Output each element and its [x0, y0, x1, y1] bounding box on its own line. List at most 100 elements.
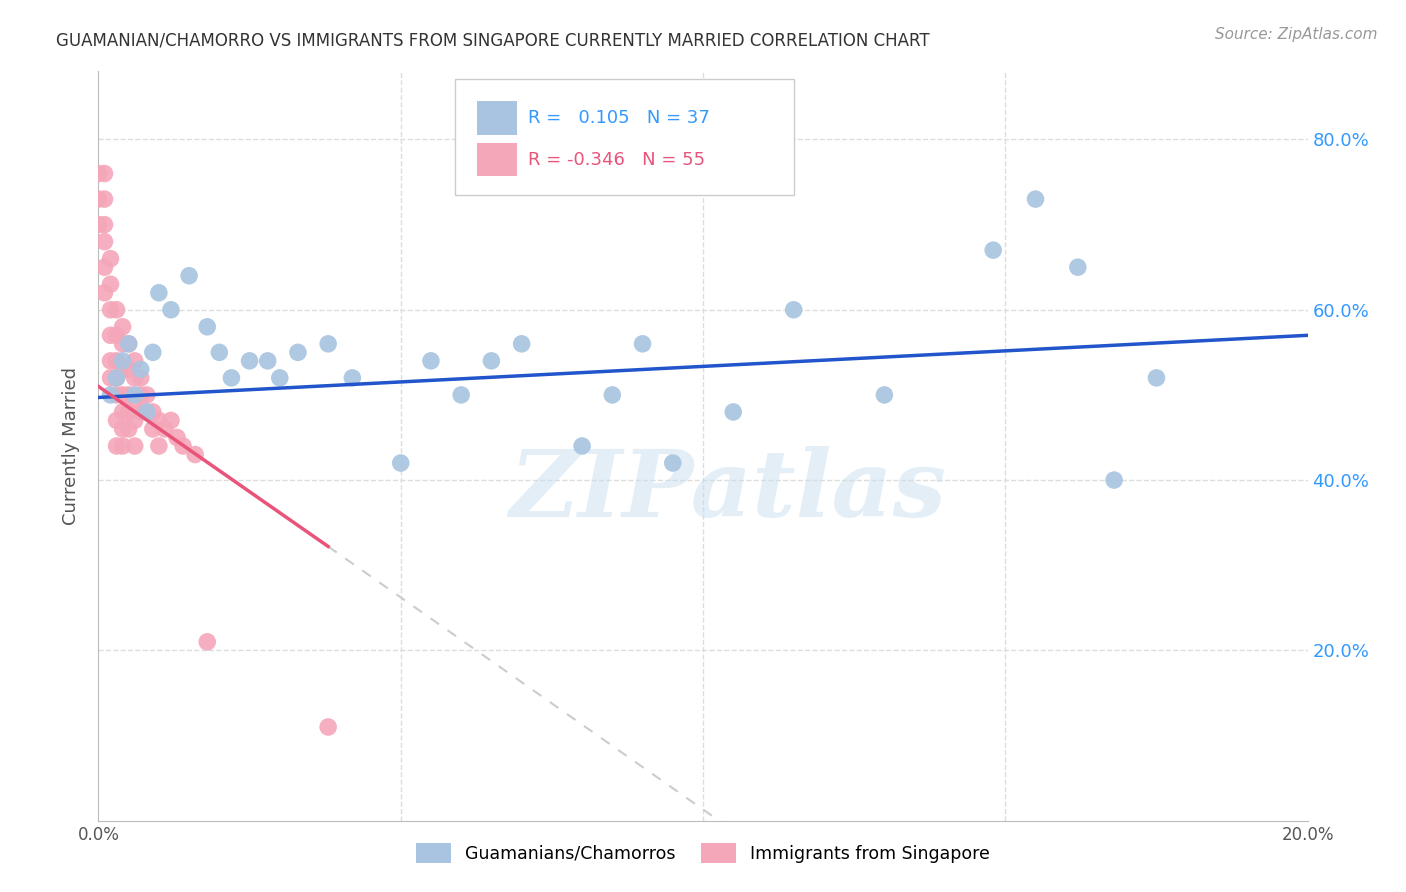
- Point: [316, 336, 339, 351]
- Point: [221, 371, 243, 385]
- Point: [118, 388, 141, 402]
- Point: [160, 302, 183, 317]
- Point: [195, 635, 218, 649]
- Point: [1067, 260, 1090, 275]
- Point: [129, 388, 152, 402]
- Point: [172, 439, 194, 453]
- Point: [1102, 473, 1125, 487]
- Point: [135, 388, 157, 402]
- Point: [93, 285, 115, 300]
- Point: [124, 413, 146, 427]
- Point: [208, 345, 231, 359]
- Text: R =   0.105   N = 37: R = 0.105 N = 37: [527, 109, 710, 127]
- Point: [342, 371, 364, 385]
- Point: [160, 413, 183, 427]
- Point: [631, 336, 654, 351]
- Point: [118, 336, 141, 351]
- Point: [142, 422, 165, 436]
- Point: [661, 456, 683, 470]
- Point: [105, 439, 128, 453]
- Point: [105, 354, 128, 368]
- Point: [87, 192, 110, 206]
- Point: [111, 362, 134, 376]
- Legend: Guamanians/Chamorros, Immigrants from Singapore: Guamanians/Chamorros, Immigrants from Si…: [408, 835, 998, 871]
- Point: [100, 252, 122, 266]
- Point: [105, 371, 128, 385]
- Point: [111, 439, 134, 453]
- Point: [93, 260, 115, 275]
- Point: [111, 388, 134, 402]
- Point: [1024, 192, 1046, 206]
- Point: [100, 371, 122, 385]
- Point: [389, 456, 412, 470]
- Text: ZIPatlas: ZIPatlas: [509, 446, 946, 536]
- Point: [269, 371, 291, 385]
- Point: [184, 448, 207, 462]
- Point: [148, 439, 170, 453]
- Point: [124, 388, 146, 402]
- FancyBboxPatch shape: [456, 78, 793, 195]
- Point: [111, 405, 134, 419]
- Point: [105, 302, 128, 317]
- Point: [105, 371, 128, 385]
- Point: [105, 413, 128, 427]
- Point: [981, 243, 1004, 257]
- Point: [124, 439, 146, 453]
- Point: [111, 422, 134, 436]
- Text: Source: ZipAtlas.com: Source: ZipAtlas.com: [1215, 27, 1378, 42]
- Point: [87, 167, 110, 181]
- Point: [450, 388, 472, 402]
- Point: [100, 354, 122, 368]
- Point: [1144, 371, 1167, 385]
- Point: [124, 371, 146, 385]
- Point: [93, 167, 115, 181]
- Point: [510, 336, 533, 351]
- Point: [93, 235, 115, 249]
- Point: [118, 336, 141, 351]
- Point: [118, 362, 141, 376]
- Point: [783, 302, 806, 317]
- Point: [239, 354, 262, 368]
- Point: [105, 388, 128, 402]
- Point: [148, 413, 170, 427]
- Point: [124, 396, 146, 410]
- Point: [148, 285, 170, 300]
- Text: R = -0.346   N = 55: R = -0.346 N = 55: [527, 151, 704, 169]
- Point: [195, 319, 218, 334]
- Point: [287, 345, 309, 359]
- Point: [571, 439, 593, 453]
- Point: [93, 192, 115, 206]
- FancyBboxPatch shape: [477, 102, 517, 135]
- Point: [481, 354, 503, 368]
- Point: [118, 405, 141, 419]
- Point: [87, 218, 110, 232]
- Point: [142, 405, 165, 419]
- Point: [111, 354, 134, 368]
- Text: GUAMANIAN/CHAMORRO VS IMMIGRANTS FROM SINGAPORE CURRENTLY MARRIED CORRELATION CH: GUAMANIAN/CHAMORRO VS IMMIGRANTS FROM SI…: [56, 31, 929, 49]
- Point: [129, 405, 152, 419]
- Point: [316, 720, 339, 734]
- Point: [100, 328, 122, 343]
- Point: [723, 405, 745, 419]
- Y-axis label: Currently Married: Currently Married: [62, 367, 80, 525]
- Point: [111, 336, 134, 351]
- Point: [602, 388, 624, 402]
- Point: [166, 430, 188, 444]
- Point: [100, 302, 122, 317]
- Point: [420, 354, 443, 368]
- Point: [124, 354, 146, 368]
- Point: [153, 422, 176, 436]
- Point: [135, 405, 157, 419]
- Point: [105, 328, 128, 343]
- Point: [179, 268, 201, 283]
- Point: [142, 345, 165, 359]
- Point: [129, 371, 152, 385]
- Point: [118, 422, 141, 436]
- FancyBboxPatch shape: [477, 143, 517, 177]
- Point: [129, 362, 152, 376]
- Point: [256, 354, 278, 368]
- Point: [111, 319, 134, 334]
- Point: [873, 388, 896, 402]
- Point: [93, 218, 115, 232]
- Point: [100, 388, 122, 402]
